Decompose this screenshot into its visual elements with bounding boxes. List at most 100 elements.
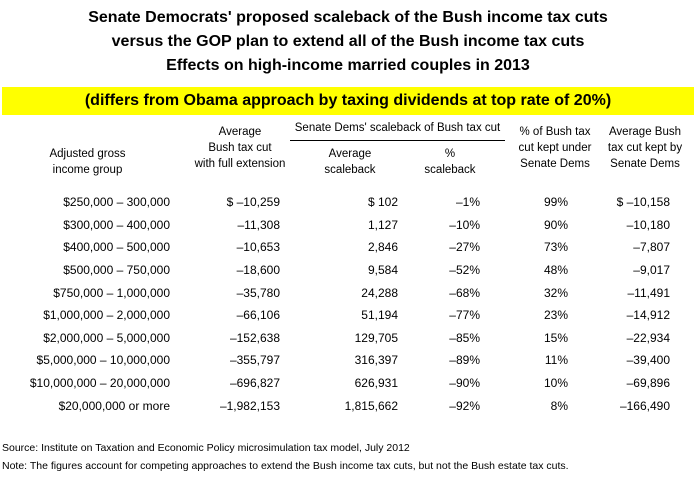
- average-scaleback-cell: $ 102: [367, 195, 398, 210]
- pct-kept-cell: 10%: [543, 376, 568, 391]
- bush-tax-cut-cell: –696,827: [229, 376, 280, 391]
- footnote: Note: The figures account for competing …: [2, 460, 569, 472]
- avg-kept-cell: –166,490: [619, 398, 670, 413]
- pct-kept-cell: 99%: [543, 195, 568, 210]
- average-scaleback-cell: 2,846: [367, 240, 398, 255]
- income-group-cell: $400,000 – 500,000: [63, 240, 170, 255]
- pct-scaleback-cell: –85%: [449, 330, 480, 345]
- pct-kept-cell: 90%: [543, 217, 568, 232]
- avg-kept-cell: –14,912: [626, 308, 670, 323]
- header-avg-scaleback-line-1: Average: [328, 148, 372, 160]
- average-scaleback-cell: 24,288: [361, 285, 398, 300]
- header-pct-kept-line-2: cut kept under: [518, 142, 592, 154]
- average-scaleback-cell: 129,705: [354, 330, 398, 345]
- avg-kept-cell: –69,896: [626, 376, 670, 391]
- average-scaleback-cell: 9,584: [367, 263, 398, 278]
- header-income-group: Adjusted gross income group: [0, 146, 175, 178]
- bush-tax-cut-cell: –1,982,153: [219, 398, 280, 413]
- average-scaleback-cell: 316,397: [354, 353, 398, 368]
- header-pct-scaleback-line-2: scaleback: [424, 164, 476, 176]
- income-group-cell: $250,000 – 300,000: [63, 195, 170, 210]
- pct-scaleback-cell: –27%: [449, 240, 480, 255]
- pct-scaleback-cell: –68%: [449, 285, 480, 300]
- header-pct-scaleback-line-1: %: [444, 148, 456, 160]
- header-pct-scaleback: % scaleback: [410, 146, 490, 178]
- pct-kept-cell: 48%: [543, 263, 568, 278]
- table-row: $2,000,000 – 5,000,000 –152,638 129,705 –85…: [0, 327, 670, 350]
- bush-tax-cut-cell: –35,780: [236, 285, 280, 300]
- pct-scaleback-cell: –90%: [449, 376, 480, 391]
- table-row: $400,000 – 500,000 –10,653 2,846 –27% 73% –7,…: [0, 236, 670, 259]
- income-group-cell: $500,000 – 750,000: [63, 263, 170, 278]
- pct-kept-cell: 32%: [543, 285, 568, 300]
- header-income-group-line-1: Adjusted gross: [49, 148, 126, 160]
- pct-kept-cell: 73%: [543, 240, 568, 255]
- average-scaleback-cell: 1,815,662: [344, 398, 398, 413]
- pct-kept-cell: 23%: [543, 308, 568, 323]
- bush-tax-cut-cell: –152,638: [229, 330, 280, 345]
- pct-scaleback-cell: –10%: [449, 217, 480, 232]
- highlight-subtitle: (differs from Obama approach by taxing d…: [2, 87, 694, 115]
- income-group-cell: $750,000 – 1,000,000: [53, 285, 170, 300]
- pct-scaleback-cell: –89%: [449, 353, 480, 368]
- header-income-group-line-2: income group: [52, 164, 123, 176]
- average-scaleback-cell: 626,931: [354, 376, 398, 391]
- pct-kept-cell: 15%: [543, 330, 568, 345]
- tax-cut-table: $250,000 – 300,000 $ –10,259 $ 102 –1% 99% $ …: [0, 191, 670, 417]
- header-bush-line-1: Average: [218, 126, 262, 138]
- header-avg-scaleback-line-2: scaleback: [324, 164, 376, 176]
- header-bush-tax-cut: Average Bush tax cut with full extension: [185, 124, 295, 172]
- avg-kept-cell: –10,180: [626, 217, 670, 232]
- bush-tax-cut-cell: –10,653: [236, 240, 280, 255]
- header-avg-kept: Average Bush tax cut kept by Senate Dems: [595, 124, 695, 172]
- income-group-cell: $300,000 – 400,000: [63, 217, 170, 232]
- bush-tax-cut-cell: –11,308: [237, 217, 281, 232]
- income-group-cell: $5,000,000 – 10,000,000: [36, 353, 170, 368]
- header-avg-kept-line-1: Average Bush: [608, 126, 682, 138]
- title-line-1: Senate Democrats' proposed scaleback of …: [88, 9, 608, 26]
- avg-kept-cell: –7,807: [633, 240, 670, 255]
- header-bush-line-3: with full extension: [194, 158, 286, 170]
- table-row: $20,000,000 or more –1,982,153 1,815,662 –9…: [0, 394, 670, 417]
- pct-scaleback-cell: –1%: [455, 195, 480, 210]
- average-scaleback-cell: 51,194: [361, 308, 398, 323]
- header-bush-line-2: Bush tax cut: [208, 142, 272, 154]
- header-pct-kept-line-1: % of Bush tax: [519, 126, 591, 138]
- header-group-divider: [290, 140, 505, 141]
- average-scaleback-cell: 1,127: [367, 217, 398, 232]
- pct-scaleback-cell: –52%: [449, 263, 480, 278]
- avg-kept-cell: –39,400: [626, 353, 670, 368]
- income-group-cell: $2,000,000 – 5,000,000: [43, 330, 170, 345]
- header-pct-kept-line-3: Senate Dems: [520, 158, 590, 170]
- income-group-cell: $10,000,000 – 20,000,000: [29, 376, 170, 391]
- pct-scaleback-cell: –92%: [449, 398, 480, 413]
- income-group-cell: $1,000,000 – 2,000,000: [43, 308, 170, 323]
- table-row: $250,000 – 300,000 $ –10,259 $ 102 –1% 99% $ …: [0, 191, 670, 214]
- avg-kept-cell: –9,017: [633, 263, 670, 278]
- pct-kept-cell: 11%: [544, 353, 568, 368]
- avg-kept-cell: –22,934: [626, 330, 670, 345]
- bush-tax-cut-cell: –66,106: [236, 308, 280, 323]
- header-senate-scaleback-group: Senate Dems' scaleback of Bush tax cut: [294, 122, 501, 134]
- bush-tax-cut-cell: –355,797: [229, 353, 280, 368]
- pct-kept-cell: 8%: [550, 398, 568, 413]
- title-line-2: versus the GOP plan to extend all of the…: [111, 33, 585, 50]
- header-pct-kept: % of Bush tax cut kept under Senate Dems: [505, 124, 605, 172]
- avg-kept-cell: –11,491: [627, 285, 671, 300]
- header-average-scaleback: Average scaleback: [295, 146, 405, 178]
- income-group-cell: $20,000,000 or more: [58, 398, 170, 413]
- table-row: $10,000,000 – 20,000,000 –696,827 626,931 –…: [0, 372, 670, 395]
- table-row: $300,000 – 400,000 –11,308 1,127 –10% 90% –10…: [0, 214, 670, 237]
- header-avg-kept-line-3: Senate Dems: [610, 158, 680, 170]
- header-avg-kept-line-2: tax cut kept by: [607, 142, 683, 154]
- avg-kept-cell: $ –10,158: [616, 195, 670, 210]
- table-row: $5,000,000 – 10,000,000 –355,797 316,397 –8…: [0, 349, 670, 372]
- bush-tax-cut-cell: –18,600: [236, 263, 280, 278]
- pct-scaleback-cell: –77%: [449, 308, 480, 323]
- title-line-3: Effects on high-income married couples i…: [166, 57, 530, 74]
- table-row: $750,000 – 1,000,000 –35,780 24,288 –68% 32%…: [0, 281, 670, 304]
- source-note: Source: Institute on Taxation and Econom…: [2, 442, 410, 454]
- table-row: $500,000 – 750,000 –18,600 9,584 –52% 48% –9,…: [0, 259, 670, 282]
- table-row: $1,000,000 – 2,000,000 –66,106 51,194 –77% 2…: [0, 304, 670, 327]
- bush-tax-cut-cell: $ –10,259: [226, 195, 280, 210]
